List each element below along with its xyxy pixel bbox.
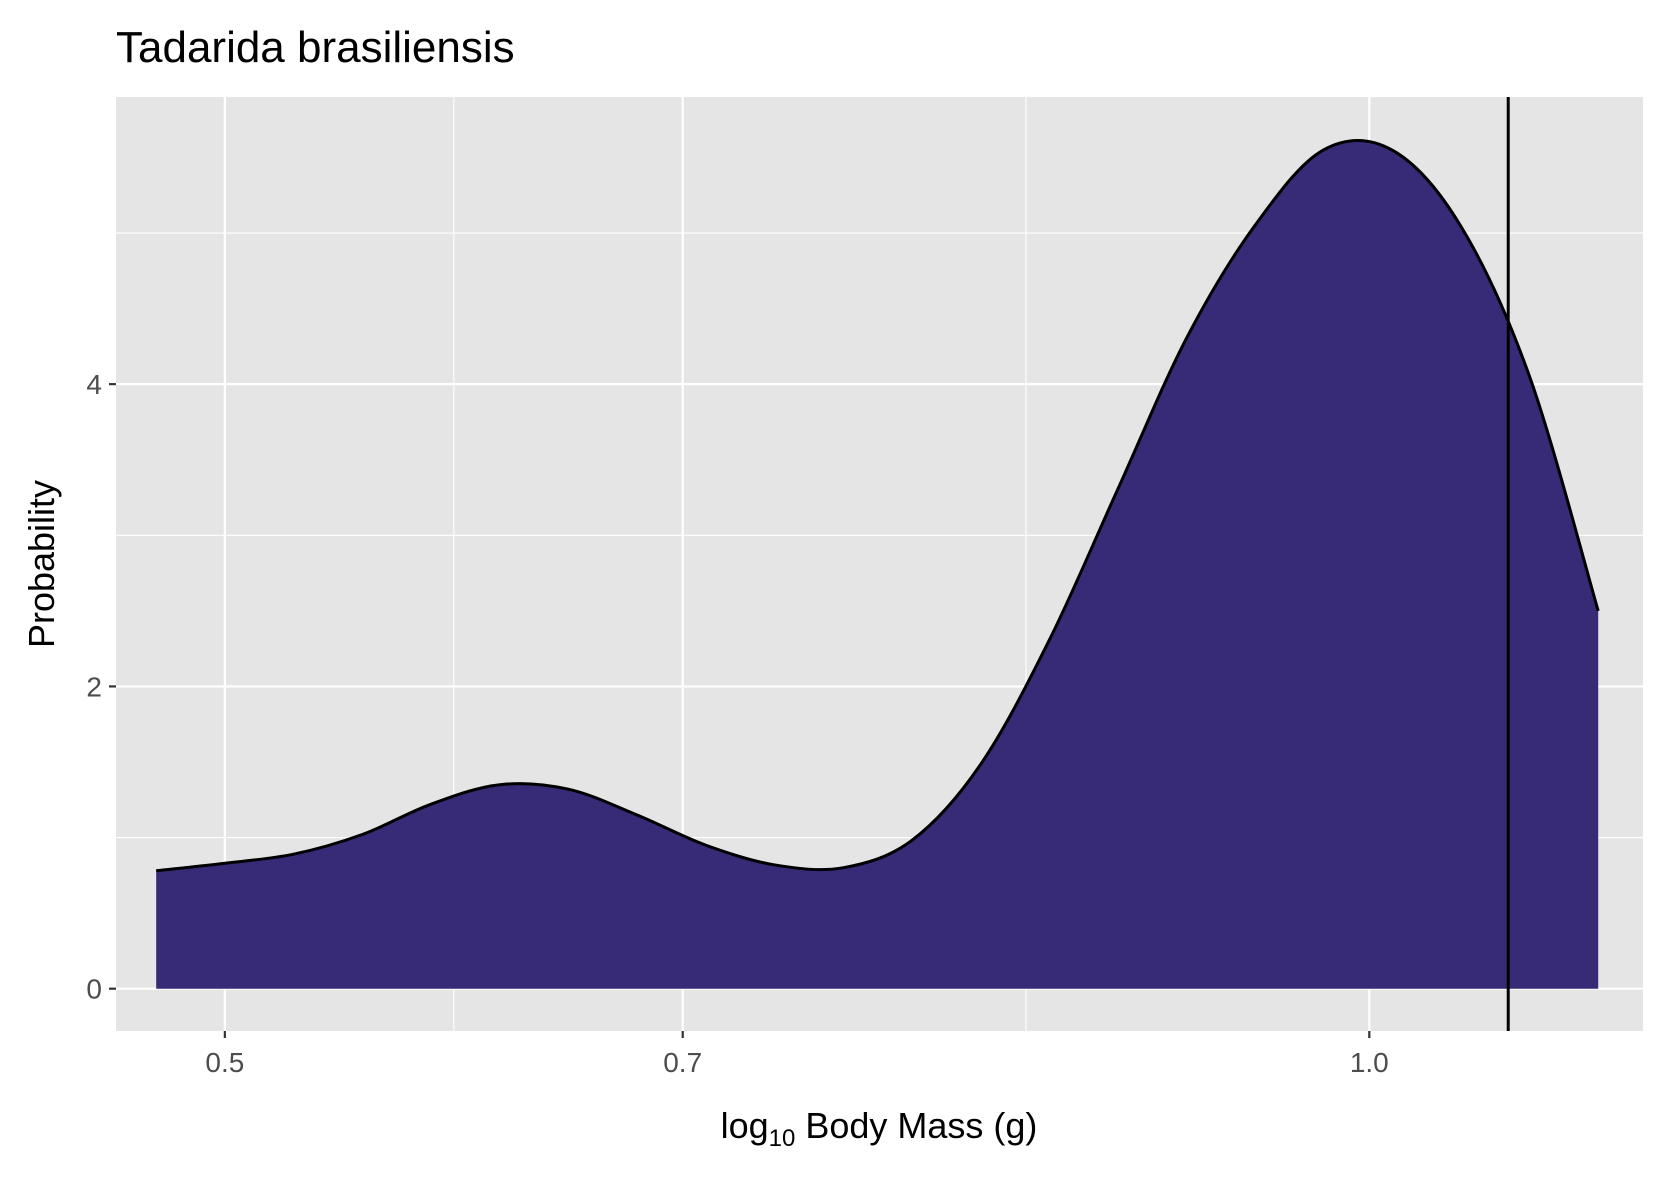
- y-tick-label: 4: [86, 369, 102, 400]
- x-tick-label: 1.0: [1350, 1047, 1389, 1078]
- x-axis-title-rest: Body Mass (g): [795, 1105, 1037, 1146]
- x-tick-label: 0.5: [205, 1047, 244, 1078]
- density-line: [156, 139, 1600, 873]
- y-axis-title: Probability: [21, 480, 62, 648]
- y-tick-label: 0: [86, 974, 102, 1005]
- x-axis-title: log10 Body Mass (g): [721, 1105, 1038, 1152]
- chart-title: Tadarida brasiliensis: [116, 23, 515, 72]
- x-tick-label: 0.7: [663, 1047, 702, 1078]
- x-axis: 0.5 0.7 1.0: [205, 1031, 1389, 1078]
- y-axis: 0 2 4: [86, 369, 116, 1005]
- y-tick-label: 2: [86, 671, 102, 702]
- x-axis-title-base: log: [721, 1105, 769, 1146]
- x-axis-title-subscript: 10: [769, 1125, 796, 1152]
- density-area: [156, 140, 1599, 989]
